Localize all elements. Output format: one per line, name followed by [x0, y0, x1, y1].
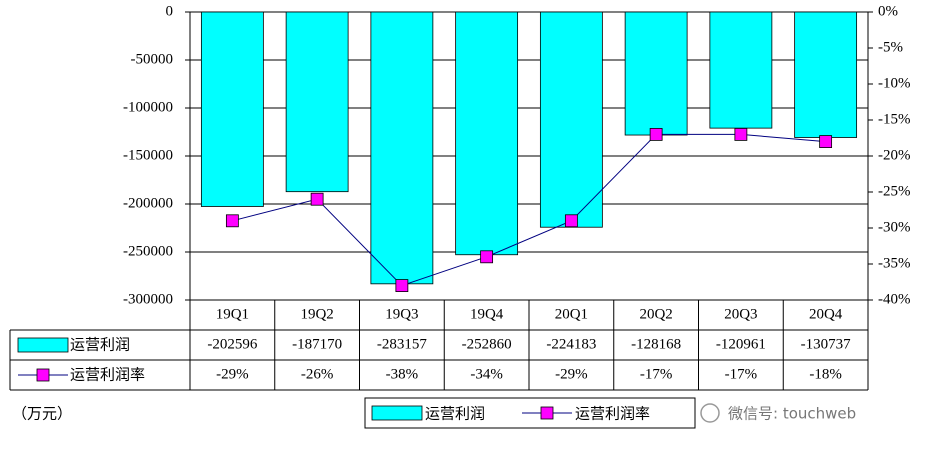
- table-cell: -187170: [292, 336, 342, 352]
- y2-tick-label: -20%: [878, 147, 911, 163]
- bar: [794, 11, 858, 138]
- bar: [285, 11, 349, 193]
- legend-key: [371, 405, 423, 421]
- table-cell: -202596: [207, 336, 257, 352]
- y-tick-label: -250000: [123, 243, 173, 259]
- table-cell: -18%: [809, 366, 842, 382]
- legend-label: 运营利润率: [575, 405, 650, 423]
- y2-tick-label: -30%: [878, 219, 911, 235]
- table-cell: -17%: [640, 366, 673, 382]
- table-cell: -26%: [301, 366, 334, 382]
- table-cell: -128168: [631, 336, 681, 352]
- y2-tick-label: -15%: [878, 111, 911, 127]
- y2-tick-label: 0%: [878, 3, 898, 19]
- line: [232, 133, 826, 287]
- x-tick-label: 19Q4: [470, 306, 504, 322]
- y-tick-label: -100000: [123, 99, 173, 115]
- watermark-text: 微信号: touchweb: [728, 405, 856, 423]
- bar: [709, 11, 773, 129]
- legend-frame: [364, 397, 696, 429]
- y2-tick-label: -25%: [878, 183, 911, 199]
- bar: [370, 11, 434, 285]
- bar: [624, 11, 688, 136]
- table-cell: -120961: [716, 336, 766, 352]
- table-cell: -130737: [801, 336, 851, 352]
- x-tick-label: 19Q3: [385, 306, 418, 322]
- table-cell: -252860: [462, 336, 512, 352]
- bar: [455, 11, 519, 256]
- watermark: 微信号: touchweb: [700, 403, 856, 423]
- unit-note: （万元）: [12, 405, 72, 423]
- line-marker: [310, 192, 324, 206]
- table-cell: -224183: [546, 336, 596, 352]
- line-marker: [395, 279, 409, 293]
- line-marker: [649, 127, 663, 141]
- x-tick-label: 19Q2: [300, 306, 333, 322]
- bar: [200, 11, 264, 207]
- y2-tick-label: -5%: [878, 39, 903, 55]
- legend-key: [540, 406, 554, 420]
- legend-key: [17, 337, 69, 353]
- x-tick-label: 20Q2: [639, 306, 672, 322]
- y2-tick-label: -40%: [878, 291, 911, 307]
- line-marker: [225, 214, 239, 228]
- y-tick-label: -300000: [123, 291, 173, 307]
- table-cell: -34%: [470, 366, 503, 382]
- y-tick-label: 0: [166, 3, 174, 19]
- bar: [539, 11, 603, 228]
- legend-label: 运营利润: [425, 405, 485, 423]
- line-marker: [480, 250, 494, 264]
- x-tick-label: 19Q1: [216, 306, 249, 322]
- watermark-icon: [700, 403, 720, 423]
- y-tick-label: -150000: [123, 147, 173, 163]
- table-row-label: 运营利润率: [70, 366, 145, 384]
- x-tick-label: 20Q1: [555, 306, 588, 322]
- x-tick-label: 20Q3: [724, 306, 757, 322]
- table-cell: -29%: [216, 366, 249, 382]
- y-tick-label: -50000: [131, 51, 174, 67]
- line-marker: [734, 127, 748, 141]
- legend-key: [36, 368, 50, 382]
- table-cell: -283157: [377, 336, 427, 352]
- y-tick-label: -200000: [123, 195, 173, 211]
- table-cell: -38%: [386, 366, 419, 382]
- table-row-label: 运营利润: [70, 336, 130, 354]
- line-marker: [564, 214, 578, 228]
- table-cell: -29%: [555, 366, 588, 382]
- y2-tick-label: -10%: [878, 75, 911, 91]
- x-tick-label: 20Q4: [809, 306, 843, 322]
- table-cell: -17%: [725, 366, 758, 382]
- y2-tick-label: -35%: [878, 255, 911, 271]
- line-marker: [819, 135, 833, 149]
